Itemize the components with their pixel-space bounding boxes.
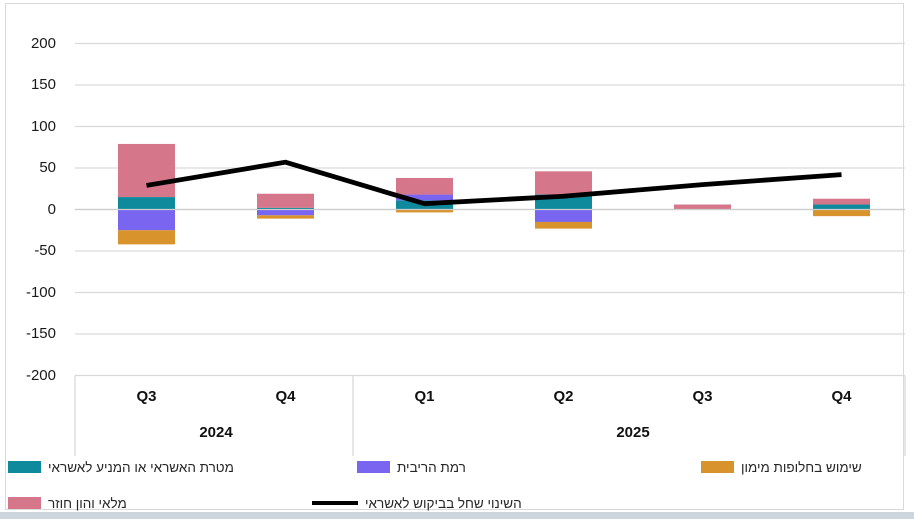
bar-interest-rate-Q3-0[interactable]: [118, 209, 175, 231]
x-tick-Q4-5: Q4: [831, 388, 852, 405]
bar-interest-rate-Q4-1[interactable]: [257, 209, 314, 216]
line-credit-demand-change[interactable]: [146, 159, 842, 207]
x-tick-Q1-2: Q1: [414, 388, 435, 405]
y-tick-100: 100: [30, 117, 56, 135]
legend-label-interest-rate: רמת הריבית: [397, 459, 466, 475]
bar-inventory-working-capital-Q3-4[interactable]: [674, 204, 731, 210]
x-tick-Q2-3: Q2: [553, 388, 574, 405]
legend-item-credit-purpose[interactable]: מטרת האשראי או המניע לאשראי: [8, 459, 234, 475]
y-tick--50: -50: [34, 242, 56, 259]
x-tick-Q3-4: Q3: [692, 388, 713, 405]
legend-swatch-credit-purpose: [8, 461, 41, 473]
legend-swatch-interest-rate: [357, 461, 390, 473]
bar-financing-alternatives-Q4-1[interactable]: [257, 215, 314, 219]
legend-item-inventory-working-capital[interactable]: מלאי והון חוזר: [8, 495, 127, 511]
bar-interest-rate-Q2-3[interactable]: [535, 209, 592, 222]
bar-financing-alternatives-Q2-3[interactable]: [535, 221, 592, 229]
bar-inventory-working-capital-Q4-5[interactable]: [813, 198, 870, 205]
year-label-2024: 2024: [199, 424, 233, 441]
bar-financing-alternatives-Q3-0[interactable]: [118, 230, 175, 245]
y-tick--150: -150: [25, 325, 56, 342]
bar-inventory-working-capital-Q1-2[interactable]: [396, 177, 453, 195]
y-tick--200: -200: [25, 366, 56, 384]
legend-item-interest-rate[interactable]: רמת הריבית: [357, 459, 466, 475]
year-label-2025: 2025: [616, 424, 650, 441]
y-tick-150: 150: [30, 76, 56, 93]
legend-swatch-inventory-working-capital: [8, 497, 41, 509]
bar-financing-alternatives-Q1-2[interactable]: [396, 209, 453, 213]
legend-label-inventory-working-capital: מלאי והון חוזר: [48, 495, 127, 511]
bar-credit-purpose-Q4-5[interactable]: [813, 204, 870, 210]
legend-swatch-financing-alternatives: [701, 461, 734, 473]
legend-item-financing-alternatives[interactable]: שימוש בחלופות מימון: [701, 459, 862, 475]
y-tick-50: 50: [39, 159, 56, 176]
legend-label-credit-purpose: מטרת האשראי או המניע לאשראי: [48, 459, 234, 475]
bar-inventory-working-capital-Q4-1[interactable]: [257, 193, 314, 208]
x-tick-Q4-1: Q4: [275, 388, 296, 405]
chart-frame: [5, 3, 904, 510]
y-tick-0: 0: [47, 200, 56, 218]
y-tick--100: -100: [25, 283, 56, 301]
legend-label-financing-alternatives: שימוש בחלופות מימון: [741, 459, 862, 475]
bar-financing-alternatives-Q4-5[interactable]: [813, 209, 870, 217]
bar-inventory-working-capital-Q2-3[interactable]: [535, 171, 592, 195]
bar-credit-purpose-Q4-1[interactable]: [257, 207, 314, 210]
legend-line-glyph: [312, 500, 358, 506]
bar-credit-purpose-Q3-0[interactable]: [118, 197, 175, 210]
bottom-strip: [0, 512, 914, 519]
y-tick-200: 200: [30, 34, 56, 52]
x-tick-Q3-0: Q3: [136, 388, 157, 405]
legend-item-credit-demand-change[interactable]: השינוי שחל בביקוש לאשראי: [312, 495, 522, 511]
legend-label-credit-demand-change: השינוי שחל בביקוש לאשראי: [365, 495, 522, 511]
bar-interest-rate-Q1-2[interactable]: [396, 194, 453, 201]
bar-inventory-working-capital-Q3-0[interactable]: [118, 143, 175, 198]
